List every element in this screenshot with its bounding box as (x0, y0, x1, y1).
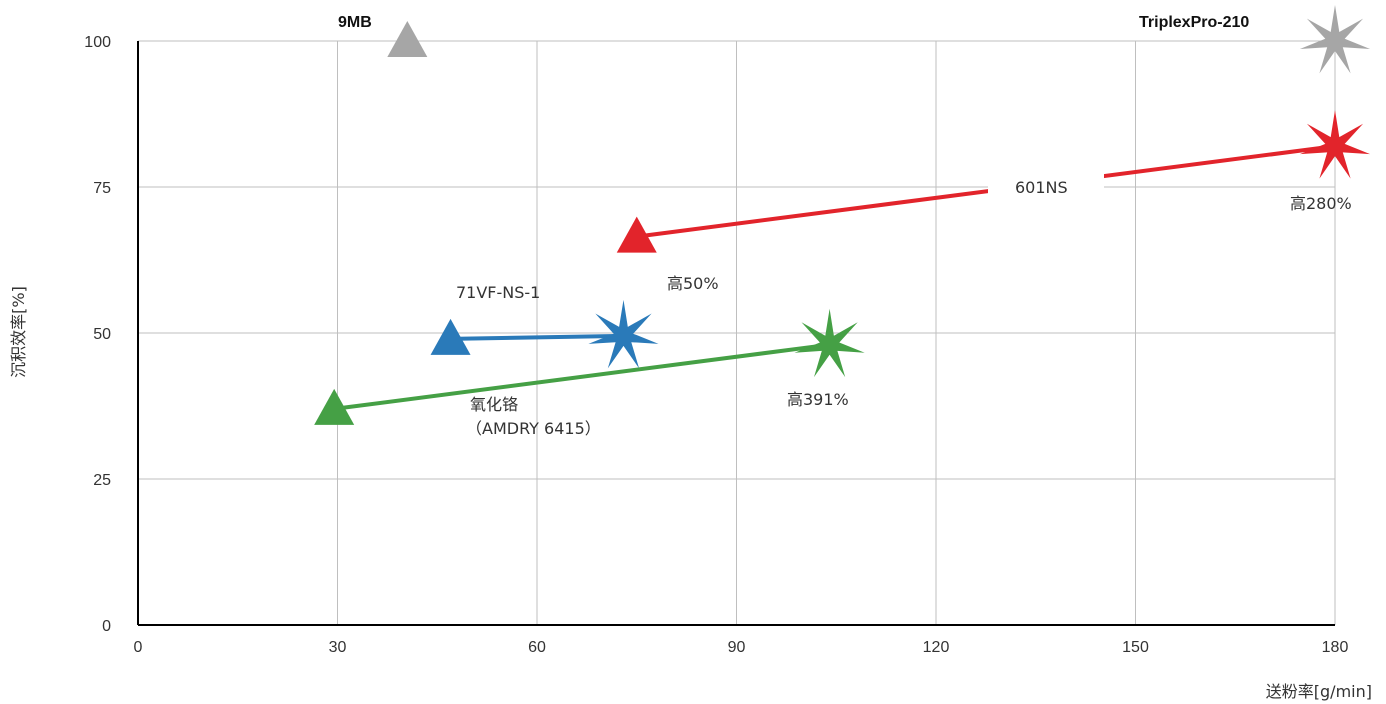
y-tick-label-4: 100 (84, 34, 111, 51)
series-label-chromium-oxide-line2: （AMDRY 6415） (466, 419, 601, 438)
legend-label-triplexpro: TriplexPro-210 (1139, 14, 1249, 31)
series-1-point-0 (430, 318, 471, 355)
x-tick-label-0: 0 (134, 639, 143, 656)
series-line-0 (636, 144, 1336, 239)
series-1-point-1 (588, 299, 659, 369)
series-label-chromium-oxide: 氧化铬 (470, 395, 518, 414)
y-tick-label-3: 75 (93, 180, 111, 197)
annotation-71vf: 高280% (1290, 194, 1352, 213)
series-0-point-0 (616, 216, 657, 253)
axes (137, 41, 1335, 626)
x-tick-label-6: 180 (1322, 639, 1349, 656)
series-line-1 (450, 333, 624, 341)
y-tick-label-2: 50 (93, 326, 111, 343)
y-tick-label-1: 25 (93, 472, 111, 489)
x-tick-label-2: 60 (528, 639, 546, 656)
x-axis-title: 送粉率[g/min] (1266, 682, 1372, 701)
series-line-2 (333, 342, 830, 411)
y-axis-title: 沉积效率[%] (9, 286, 28, 378)
series-lines (333, 144, 1336, 411)
series-label-601ns: 601NS (1015, 178, 1068, 197)
legend-marker-0 (387, 21, 428, 57)
x-tick-label-1: 30 (329, 639, 347, 656)
series-label-601ns-bg (988, 172, 1104, 200)
series-2-point-0 (314, 388, 355, 425)
series-markers (314, 5, 1371, 425)
x-tick-label-4: 120 (923, 639, 950, 656)
y-tick-label-0: 0 (102, 618, 111, 635)
legend-marker-1 (1299, 5, 1371, 74)
grid (138, 40, 1336, 625)
series-2-point-1 (794, 308, 865, 378)
tick-labels: 0 30 60 90 120 150 180 0 25 50 75 100 (84, 34, 1348, 656)
legend-label-9mb: 9MB (338, 14, 372, 31)
x-tick-label-5: 150 (1122, 639, 1149, 656)
annotation-601ns: 高50% (667, 274, 719, 293)
annotation-chromium-oxide: 高391% (787, 390, 849, 409)
x-tick-label-3: 90 (728, 639, 746, 656)
series-label-71vf: 71VF-NS-1 (456, 283, 540, 302)
series-0-point-1 (1299, 110, 1371, 179)
